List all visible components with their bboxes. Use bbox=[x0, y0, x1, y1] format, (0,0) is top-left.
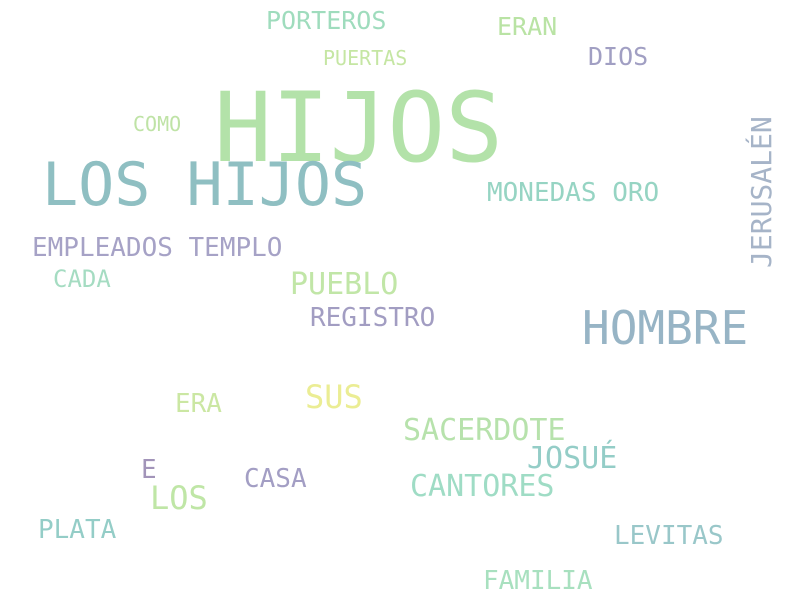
word-casa: CASA bbox=[244, 464, 307, 494]
word-levitas: LEVITAS bbox=[614, 521, 724, 551]
word-registro: REGISTRO bbox=[310, 303, 436, 333]
word-familia: FAMILIA bbox=[483, 566, 593, 596]
word-e: E bbox=[141, 455, 157, 485]
word-hijos: HIJOS bbox=[214, 72, 503, 184]
word-jerusalen: JERUSALÉN bbox=[745, 116, 778, 268]
word-monedas-oro: MONEDAS ORO bbox=[487, 178, 660, 208]
word-dios: DIOS bbox=[588, 42, 649, 71]
word-los: LOS bbox=[150, 479, 208, 517]
word-era: ERA bbox=[175, 389, 222, 419]
word-como: COMO bbox=[133, 112, 182, 136]
word-sacerdote: SACERDOTE bbox=[403, 413, 566, 448]
word-puertas: PUERTAS bbox=[323, 46, 408, 70]
word-empleados-templo: EMPLEADOS TEMPLO bbox=[32, 233, 283, 263]
word-eran: ERAN bbox=[497, 12, 558, 41]
word-cantores: CANTORES bbox=[410, 469, 555, 504]
word-los-hijos: LOS HIJOS bbox=[42, 150, 368, 220]
word-pueblo: PUEBLO bbox=[290, 267, 399, 302]
word-josue: JOSUÉ bbox=[527, 441, 618, 476]
word-cada: CADA bbox=[53, 265, 111, 293]
word-porteros: PORTEROS bbox=[266, 6, 387, 35]
word-hombre: HOMBRE bbox=[582, 301, 749, 355]
word-plata: PLATA bbox=[38, 515, 117, 545]
word-sus: SUS bbox=[305, 378, 363, 416]
